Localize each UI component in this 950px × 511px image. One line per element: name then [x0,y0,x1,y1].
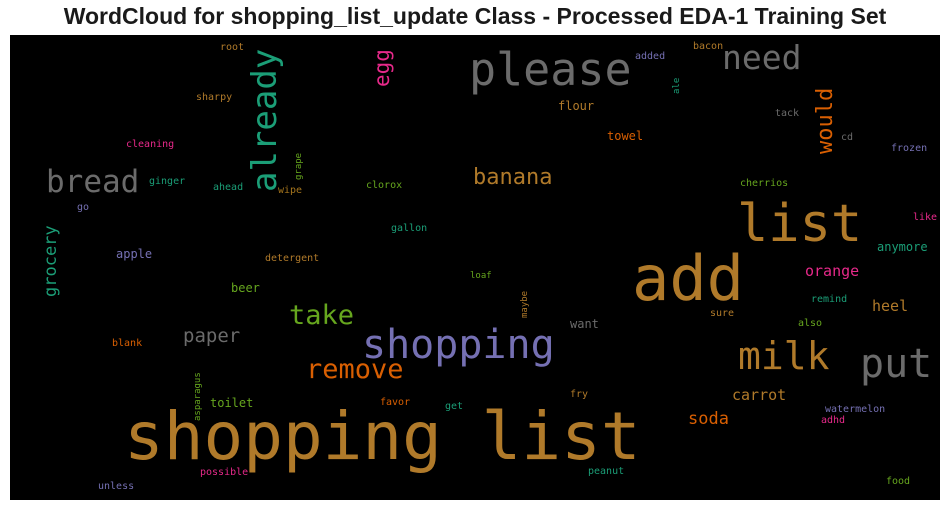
word-remind: remind [811,294,848,305]
word-milk: milk [738,334,830,378]
word-added: added [635,51,666,62]
word-sharpy: sharpy [196,92,233,103]
word-tack: tack [775,108,800,119]
word-fry: fry [570,389,589,400]
word-shopping-list: shopping list [124,398,641,475]
word-watermelon: watermelon [825,404,886,415]
word-cd: cd [841,132,854,143]
word-ahead: ahead [213,182,244,193]
word-ginger: ginger [149,176,186,187]
word-need: need [722,38,802,77]
word-loaf: loaf [470,271,492,281]
word-frozen: frozen [891,143,928,154]
word-anymore: anymore [877,240,928,254]
word-blank: blank [112,338,143,349]
word-soda: soda [688,409,729,429]
word-gallon: gallon [391,223,428,234]
word-asparagus: asparagus [193,372,203,421]
word-go: go [77,202,90,213]
word-ale: ale [672,77,682,94]
word-beer: beer [231,281,260,295]
word-unless: unless [98,481,135,492]
word-detergent: detergent [265,253,320,264]
word-egg: egg [370,49,394,87]
page-title: WordCloud for shopping_list_update Class… [63,3,887,29]
word-banana: banana [473,165,553,190]
word-add: add [632,242,744,315]
word-wipe: wipe [278,185,303,196]
word-apple: apple [116,247,153,261]
word-carrot: carrot [732,386,787,404]
word-bread: bread [46,164,140,200]
word-orange: orange [805,262,860,280]
word-sure: sure [710,308,735,319]
word-cloud: shopping list add please list shopping a… [10,35,940,500]
word-paper: paper [183,325,241,347]
word-take: take [289,300,355,331]
word-toilet: toilet [210,396,254,410]
word-list: list [737,194,863,254]
word-also: also [798,318,823,329]
word-want: want [570,317,599,331]
word-put: put [860,341,933,387]
word-like: like [913,212,938,223]
word-maybe: maybe [520,290,530,318]
word-favor: favor [380,397,411,408]
word-grocery: grocery [41,225,61,297]
word-cleaning: cleaning [126,139,175,150]
word-shopping: shopping [362,322,555,368]
word-cherrios: cherrios [740,178,789,189]
word-please: please [469,43,632,96]
word-get: get [445,401,464,412]
word-already: already [245,48,285,192]
word-food: food [886,476,911,487]
word-flour: flour [558,99,595,113]
word-heel: heel [872,297,909,315]
word-adhd: adhd [821,415,846,426]
word-would: would [813,87,838,154]
word-bacon: bacon [693,41,724,52]
word-possible: possible [200,467,249,478]
word-grape: grape [294,152,304,180]
word-peanut: peanut [588,466,625,477]
word-remove: remove [306,354,404,385]
word-clorox: clorox [366,180,403,191]
word-towel: towel [607,129,644,143]
word-root: root [220,42,245,53]
